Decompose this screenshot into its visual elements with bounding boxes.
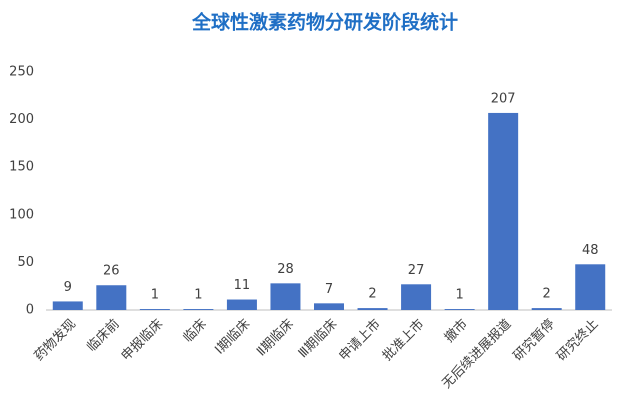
data-label: 9	[64, 280, 72, 295]
y-tick-label: 50	[17, 255, 34, 270]
y-tick-label: 100	[9, 207, 34, 222]
y-tick-label: 250	[9, 65, 34, 80]
x-tick-label: 研究暂停	[510, 316, 558, 364]
x-tick-label: 申报临床	[119, 317, 166, 364]
bar	[401, 284, 432, 310]
bar	[139, 309, 170, 310]
data-label: 207	[491, 91, 516, 106]
x-tick-label: 研究终止	[553, 316, 601, 364]
bar	[270, 283, 301, 310]
x-tick-label: 临床前	[84, 316, 123, 355]
data-label: 1	[194, 288, 202, 303]
data-label: 48	[582, 243, 599, 258]
bar	[183, 309, 214, 310]
y-tick-label: 0	[26, 303, 34, 318]
data-label: 11	[234, 278, 251, 293]
bar	[575, 264, 606, 310]
x-tick-label: 临床	[181, 317, 210, 346]
data-label: 26	[103, 264, 120, 279]
x-tick-label: 申请上市	[336, 316, 384, 364]
data-label: 28	[277, 262, 294, 277]
bar	[52, 301, 83, 310]
data-label: 2	[368, 287, 376, 302]
bar	[488, 112, 519, 310]
x-tick-label: 批准上市	[379, 316, 427, 364]
data-label: 2	[543, 287, 551, 302]
x-tick-label: Ⅰ期临床	[212, 317, 253, 358]
x-tick-label: Ⅱ期临床	[254, 317, 297, 360]
chart-title: 全球性激素药物分研发阶段统计	[191, 11, 458, 34]
bar	[531, 308, 562, 310]
bar	[314, 303, 344, 310]
y-tick-label: 150	[9, 160, 34, 175]
bar	[226, 299, 257, 310]
data-label: 7	[325, 282, 333, 297]
data-label: 1	[151, 288, 159, 303]
bar	[357, 308, 388, 310]
data-label: 27	[408, 263, 425, 278]
x-tick-label: Ⅲ期临床	[296, 317, 341, 362]
data-label: 1	[455, 288, 463, 303]
y-tick-label: 200	[9, 112, 34, 127]
bar	[444, 309, 475, 310]
bar	[96, 285, 127, 310]
x-tick-label: 药物发现	[31, 316, 79, 364]
x-tick-label: 撤市	[441, 316, 471, 346]
